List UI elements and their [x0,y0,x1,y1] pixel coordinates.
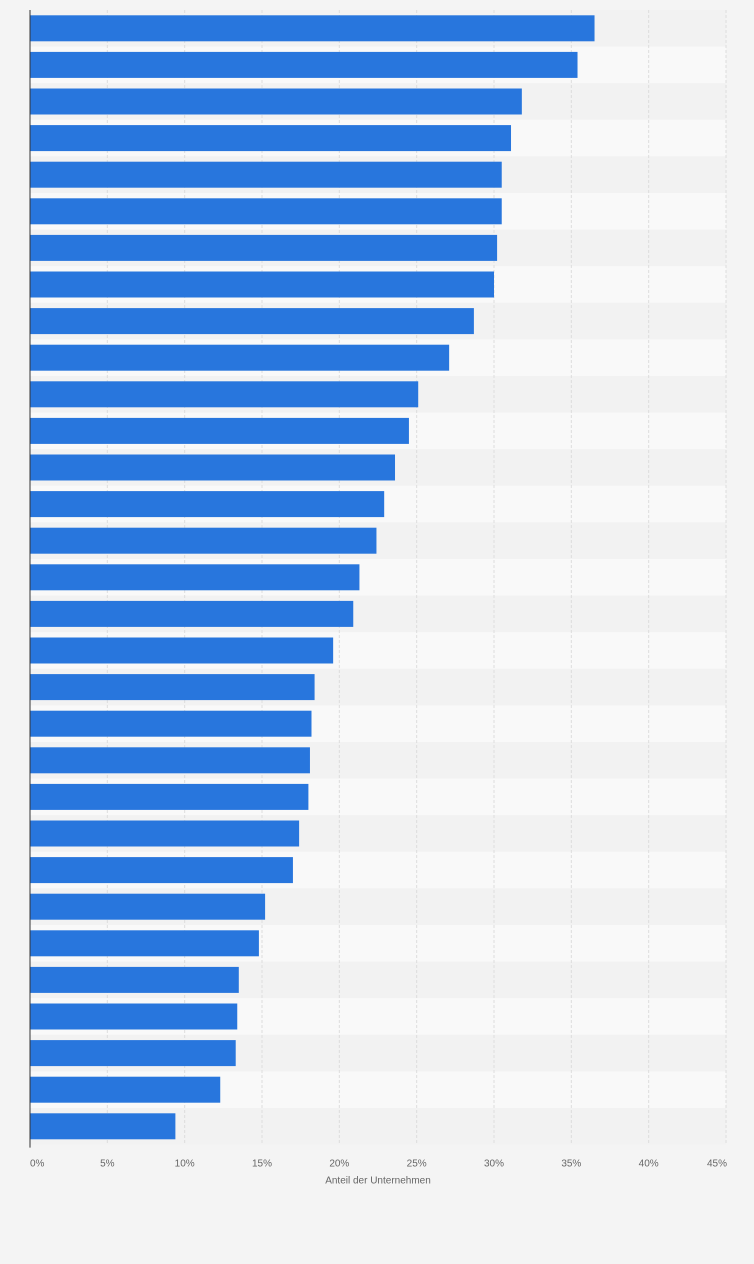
bar[interactable] [30,491,385,518]
x-tick-label: 0% [30,1159,45,1170]
bar[interactable] [30,820,300,847]
x-axis-ticks: 0% 5% 10% 15% 20% 25% 30% 35% 40% 45% [30,1159,727,1170]
x-tick-label: 15% [252,1159,272,1170]
bar[interactable] [30,930,259,957]
bar[interactable] [30,344,450,371]
bar[interactable] [30,674,315,701]
x-axis-title: Anteil der Unternehmen [325,1176,431,1187]
bar[interactable] [30,234,498,261]
bar[interactable] [30,1040,236,1067]
bar[interactable] [30,125,512,152]
bar[interactable] [30,1003,238,1030]
bar[interactable] [30,381,419,408]
x-tick-label: 30% [484,1159,504,1170]
bar[interactable] [30,161,502,188]
bar[interactable] [30,857,293,884]
bar[interactable] [30,600,354,627]
bars [30,15,595,1140]
bar[interactable] [30,637,334,664]
x-tick-label: 5% [100,1159,115,1170]
bar[interactable] [30,51,578,78]
bar[interactable] [30,198,502,225]
bar[interactable] [30,88,522,115]
bar[interactable] [30,271,494,298]
bar[interactable] [30,1076,221,1103]
x-tick-label: 45% [707,1159,727,1170]
bar[interactable] [30,747,310,774]
x-tick-label: 25% [407,1159,427,1170]
bar[interactable] [30,710,312,737]
bar[interactable] [30,527,377,554]
x-tick-label: 40% [639,1159,659,1170]
bar[interactable] [30,783,309,810]
bar[interactable] [30,564,360,591]
bar[interactable] [30,966,239,993]
x-tick-label: 20% [329,1159,349,1170]
x-tick-label: 10% [175,1159,195,1170]
bar[interactable] [30,308,474,335]
x-tick-label: 35% [561,1159,581,1170]
bar[interactable] [30,417,409,444]
bar[interactable] [30,1113,176,1140]
bar[interactable] [30,15,595,42]
bar[interactable] [30,454,396,481]
bar[interactable] [30,893,266,920]
